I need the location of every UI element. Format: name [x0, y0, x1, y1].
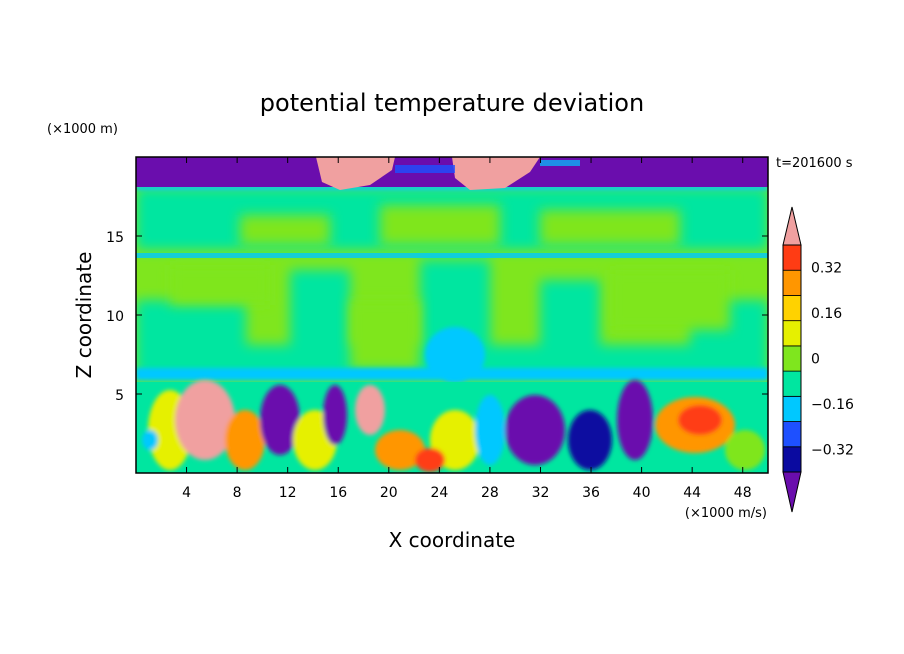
colorbar-tick-label: 0.16: [811, 306, 842, 322]
y-tick-label: 15: [106, 230, 124, 246]
x-tick-label: 16: [329, 485, 347, 501]
colorbar: 0.32 0.16 0 −0.16 −0.32: [782, 206, 854, 513]
contour-field: [136, 157, 768, 473]
x-tick-label: 24: [430, 485, 448, 501]
colorbar-tick-label: 0: [811, 352, 820, 368]
time-label: t=201600 s: [776, 156, 853, 171]
x-tick-label: 48: [734, 485, 752, 501]
colorbar-tick-label: 0.32: [811, 261, 842, 277]
colorbar-swatch: [782, 421, 802, 448]
colorbar-swatch: [782, 345, 802, 372]
x-tick-label: 12: [279, 485, 297, 501]
colorbar-extend-min: [782, 471, 802, 513]
colorbar-swatch: [782, 370, 802, 397]
x-tick-label: 28: [481, 485, 499, 501]
cyan-band: [136, 253, 768, 258]
colorbar-swatch: [782, 320, 802, 347]
y-tick-label: 10: [106, 309, 124, 325]
y-unit-label: (×1000 m): [47, 122, 118, 137]
x-tick-label: 36: [582, 485, 600, 501]
boundary-layer-eddies: [142, 380, 765, 472]
colorbar-tick-label: −0.16: [811, 397, 854, 413]
colorbar-swatch: [782, 295, 802, 322]
x-tick-label: 4: [182, 485, 191, 501]
colorbar-swatch: [782, 244, 802, 271]
y-tick-label: 5: [115, 388, 124, 404]
colorbar-tick-label: −0.32: [811, 442, 854, 458]
x-axis-ticks: 4 8 12 16 20 24 28 32 36 40 44 48: [182, 157, 752, 501]
x-axis-label: X coordinate: [389, 528, 516, 552]
colorbar-swatch: [782, 446, 802, 473]
y-axis-ticks: 5 10 15: [106, 230, 768, 404]
chart-title: potential temperature deviation: [260, 89, 644, 117]
x-tick-label: 20: [380, 485, 398, 501]
x-tick-label: 8: [233, 485, 242, 501]
colorbar-extend-max: [782, 206, 802, 246]
colorbar-frame: [782, 244, 802, 473]
colorbar-swatch: [782, 269, 802, 296]
positive-regions: [170, 205, 730, 370]
x-tick-label: 32: [532, 485, 550, 501]
x-tick-label: 40: [633, 485, 651, 501]
colorbar-swatch: [782, 395, 802, 422]
cyan-patches: [136, 186, 768, 383]
top-warm-patches: [316, 157, 580, 190]
y-axis-label: Z coordinate: [72, 252, 96, 379]
x-tick-label: 44: [683, 485, 701, 501]
x-unit-label: (×1000 m/s): [685, 506, 767, 521]
